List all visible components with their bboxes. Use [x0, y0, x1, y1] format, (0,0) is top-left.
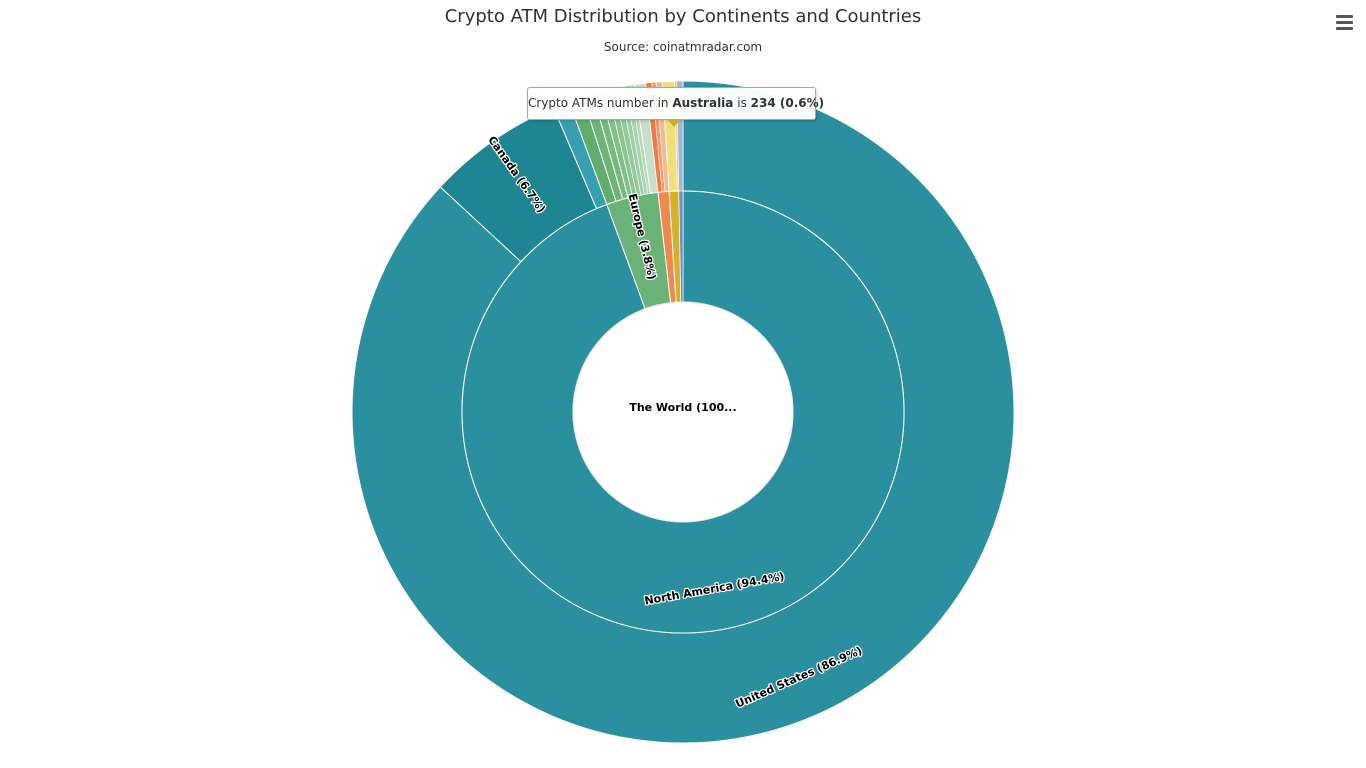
hamburger-menu-icon[interactable]: [1333, 12, 1357, 34]
tooltip-prefix: Crypto ATMs number in: [528, 96, 669, 110]
chart-title: Crypto ATM Distribution by Continents an…: [444, 6, 922, 27]
center-world-slice[interactable]: [572, 301, 794, 523]
tooltip-verb: is: [737, 96, 747, 110]
chart-subtitle: Source: coinatmradar.com: [603, 40, 763, 54]
menu-bar: [1336, 21, 1353, 24]
countries-ring: [351, 80, 1015, 744]
center-label: The World (100...: [629, 401, 736, 414]
menu-bar: [1336, 15, 1353, 18]
tooltip-value: 234 (0.6%): [750, 96, 825, 110]
tooltip-country: Australia: [672, 96, 734, 110]
tooltip-arrow: [668, 120, 680, 127]
menu-bar: [1336, 27, 1353, 30]
tooltip: Crypto ATMs number in Australia is 234 (…: [527, 87, 824, 127]
